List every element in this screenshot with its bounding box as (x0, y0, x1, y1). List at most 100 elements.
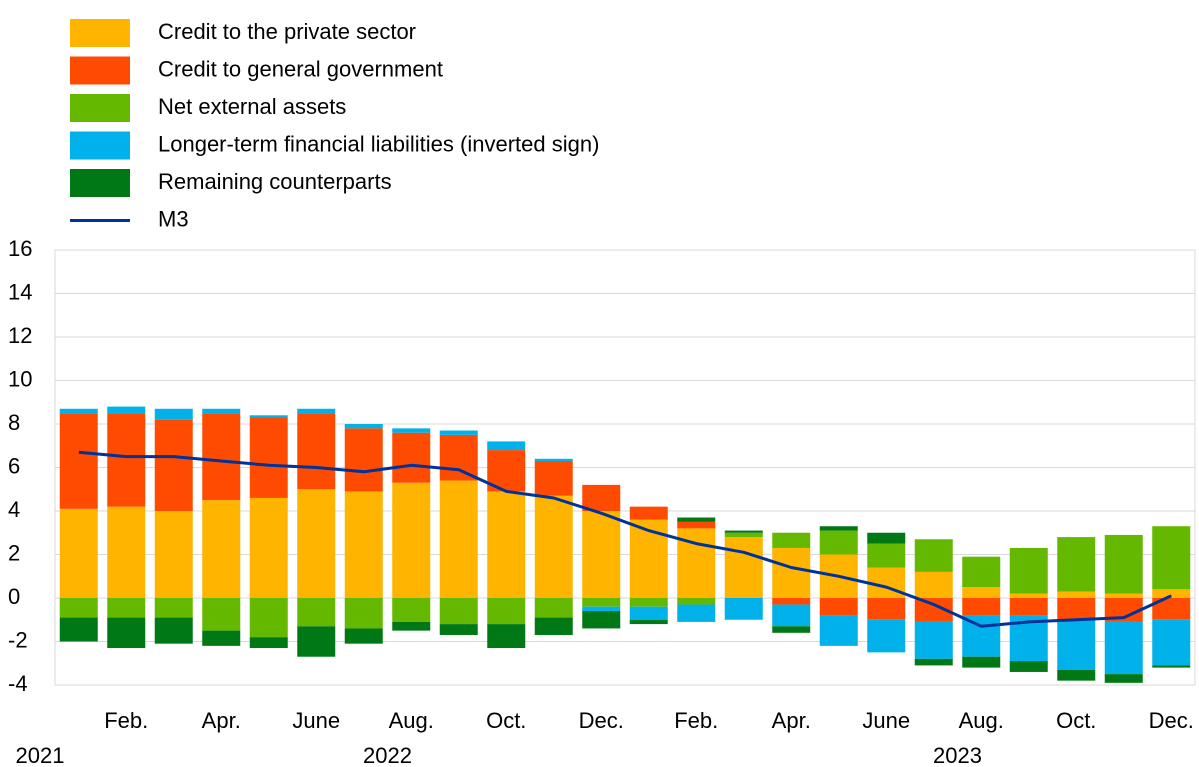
bar-segment (297, 413, 336, 490)
bar-segment (344, 424, 383, 429)
bar-segment (962, 615, 1001, 657)
x-tick-label: Oct. (1056, 708, 1096, 733)
bar-segment (534, 598, 573, 618)
bar-segment (724, 537, 763, 598)
x-tick-label: June (862, 708, 910, 733)
bar-segment (154, 617, 193, 644)
bar-segment (1009, 593, 1048, 598)
bar-segment (724, 532, 763, 538)
legend-label: M3 (158, 206, 189, 231)
bar-segment (344, 628, 383, 644)
bar-segment (1104, 593, 1143, 598)
bar-segment (249, 417, 288, 498)
bar-segment (962, 656, 1001, 668)
bar-segment (582, 484, 621, 511)
legend-label: Remaining counterparts (158, 169, 392, 194)
y-tick-label: 0 (8, 584, 20, 609)
bar-segment (914, 621, 953, 659)
bar-segment (914, 539, 953, 572)
bar-segment (1152, 526, 1191, 590)
bar-segment (107, 598, 146, 618)
bar-segment (487, 491, 526, 598)
bar-segment (724, 530, 763, 533)
bar-segment (914, 571, 953, 598)
legend-swatch (70, 131, 130, 160)
bar-segment (1152, 619, 1191, 666)
bar-segment (59, 413, 98, 509)
x-tick-label: Apr. (772, 708, 811, 733)
bar-segment (1057, 591, 1096, 598)
bar-segment (202, 500, 241, 598)
x-tick-label: Feb. (674, 708, 718, 733)
bar-segment (202, 408, 241, 414)
bar-segment (249, 497, 288, 598)
bar-segment (629, 619, 668, 625)
bar-segment (1152, 598, 1191, 620)
bar-segment (249, 637, 288, 649)
bar-segment (154, 419, 193, 511)
y-tick-label: 10 (8, 366, 32, 391)
bar-segment (819, 615, 858, 646)
bar-segment (629, 606, 668, 620)
bar-segment (772, 604, 811, 627)
bar-segment (297, 626, 336, 657)
legend-swatch (70, 169, 130, 197)
bar-segment (867, 532, 906, 544)
bar-segment (249, 415, 288, 418)
year-label: 2022 (363, 743, 412, 767)
x-tick-label: Aug. (389, 708, 434, 733)
bar-segment (534, 495, 573, 598)
bar-segment (677, 517, 716, 522)
bar-segment (1057, 537, 1096, 592)
bar-segment (914, 658, 953, 666)
bar-segment (439, 430, 478, 435)
bar-segment (819, 526, 858, 531)
bar-segment (867, 598, 906, 620)
bar-segment (392, 621, 431, 631)
x-tick-label: Oct. (486, 708, 526, 733)
bar-segment (59, 617, 98, 642)
bar-segment (582, 511, 621, 598)
bar-segment (772, 626, 811, 633)
bar-segment (1009, 661, 1048, 672)
legend-swatch (70, 94, 130, 122)
bar-segment (534, 460, 573, 496)
legend-swatch (70, 56, 130, 85)
bar-segment (59, 408, 98, 414)
bar-segment (1009, 547, 1048, 594)
bar-segment (392, 598, 431, 622)
bar-segment (107, 617, 146, 649)
bar-segment (439, 598, 478, 625)
y-tick-label: -4 (8, 671, 28, 696)
legend-label: Longer-term financial liabilities (inver… (158, 131, 599, 156)
bar-segment (582, 598, 621, 607)
x-tick-label: Dec. (1149, 708, 1194, 733)
bar-segment (534, 617, 573, 635)
bar-segment (867, 543, 906, 568)
bar-segment (1057, 619, 1096, 670)
y-tick-label: 2 (8, 540, 20, 565)
bar-segment (962, 598, 1001, 616)
bar-segment (1057, 669, 1096, 681)
x-tick-label: Dec. (579, 708, 624, 733)
bar-segment (344, 491, 383, 598)
bar-segment (392, 482, 431, 598)
bar-segment (344, 428, 383, 492)
bar-segment (1104, 534, 1143, 594)
bar-segment (202, 598, 241, 631)
x-tick-label: Apr. (202, 708, 241, 733)
legend-label: Credit to general government (158, 56, 443, 81)
bar-segment (107, 406, 146, 414)
bar-segment (487, 598, 526, 625)
bar-segment (487, 441, 526, 451)
y-tick-label: 8 (8, 410, 20, 435)
bar-segment (297, 598, 336, 627)
bar-segment (59, 598, 98, 618)
bar-segment (297, 408, 336, 414)
m3-line (78, 450, 1172, 628)
bar-segment (819, 530, 858, 555)
bar-segment (1009, 598, 1048, 616)
bar-segment (154, 511, 193, 598)
bar-segment (534, 458, 573, 461)
